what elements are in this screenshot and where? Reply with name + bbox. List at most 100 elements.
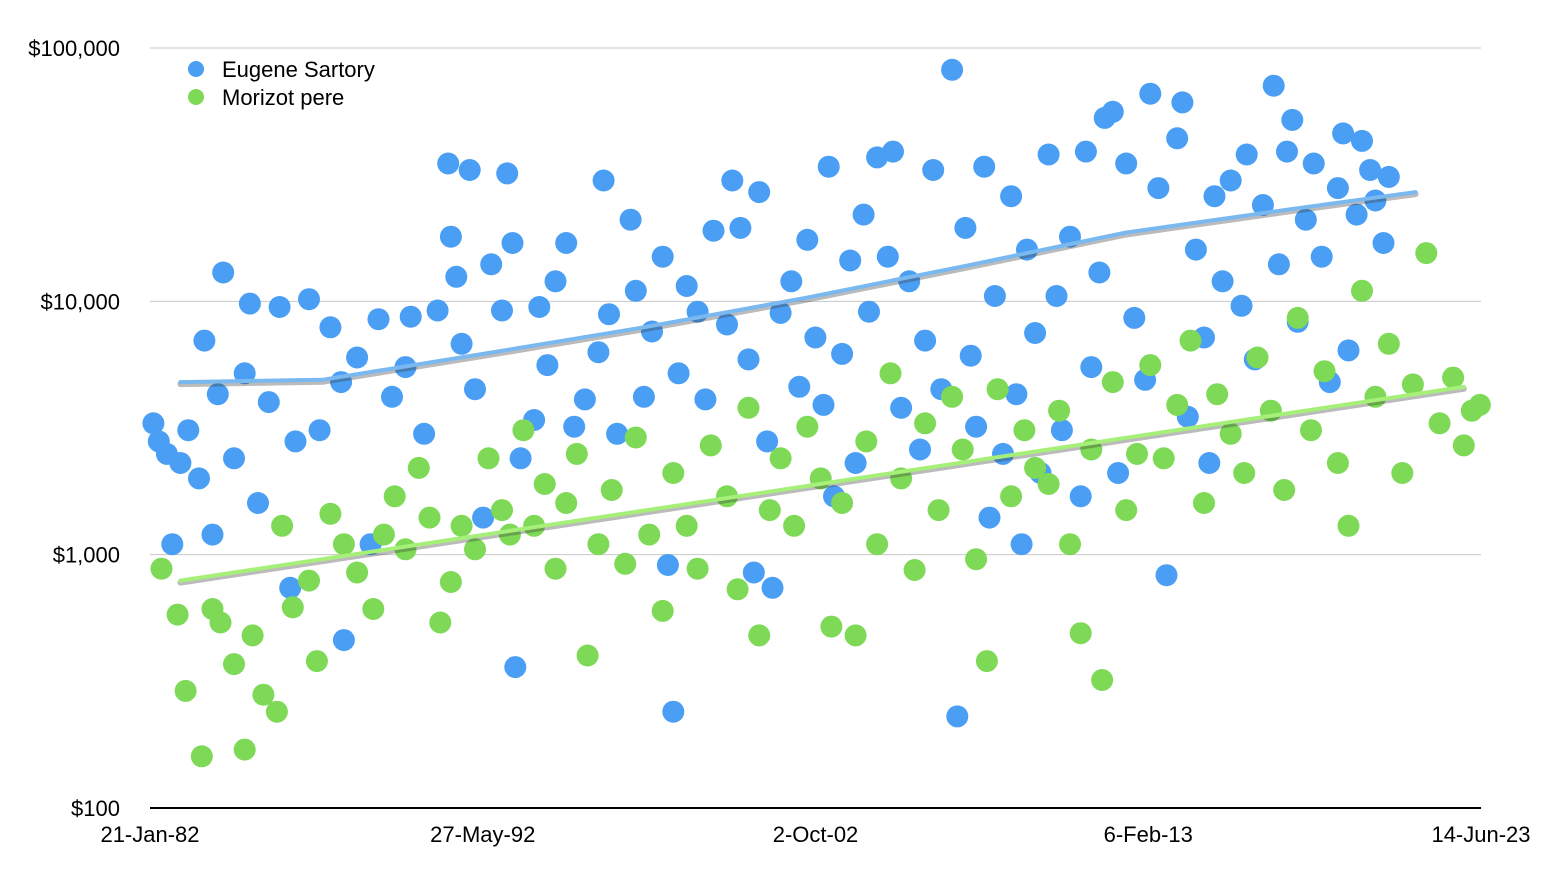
data-point (268, 296, 291, 318)
data-point (587, 341, 610, 364)
data-point (241, 624, 264, 647)
data-point (624, 279, 647, 302)
data-point (528, 296, 551, 318)
data-point (445, 265, 468, 288)
data-point (150, 557, 173, 580)
data-point (1233, 462, 1256, 484)
data-point (1091, 669, 1114, 691)
data-point (844, 452, 867, 474)
data-point (662, 462, 685, 484)
data-point (169, 452, 192, 474)
data-point (831, 492, 854, 514)
data-point (1246, 346, 1269, 369)
data-point (563, 415, 586, 438)
data-point (418, 506, 441, 529)
data-point (1351, 129, 1373, 152)
data-point (699, 434, 722, 457)
y-tick-label: $100,000 (28, 36, 120, 61)
data-point (817, 155, 840, 178)
data-point (1123, 306, 1146, 329)
data-point (1088, 261, 1111, 284)
data-point (319, 502, 342, 525)
data-point (675, 275, 698, 297)
trendline (178, 190, 1418, 385)
data-point (565, 442, 588, 465)
data-point (1115, 499, 1138, 522)
data-point (804, 326, 827, 349)
data-point (769, 301, 792, 324)
data-point (909, 438, 931, 461)
data-point (614, 552, 637, 575)
data-point (1310, 245, 1333, 268)
data-point (1345, 203, 1368, 226)
data-point (941, 58, 964, 81)
data-point (319, 316, 342, 339)
data-point (576, 644, 599, 667)
data-point (780, 270, 803, 293)
data-point (512, 419, 535, 442)
data-point (1000, 485, 1023, 508)
data-point (606, 422, 629, 445)
data-point (1428, 412, 1451, 435)
data-point (1372, 232, 1395, 254)
data-point (651, 245, 674, 268)
data-point (1010, 533, 1033, 556)
data-point (1415, 242, 1438, 265)
data-point (346, 346, 369, 369)
data-point (332, 629, 355, 652)
data-point (656, 554, 679, 576)
data-point (1452, 434, 1475, 457)
data-point (1024, 322, 1047, 344)
data-point (951, 438, 974, 461)
data-point (536, 354, 559, 377)
data-point (675, 514, 698, 537)
data-point (1286, 306, 1309, 329)
data-point (1048, 399, 1071, 422)
data-point (1193, 492, 1215, 514)
data-point (788, 375, 811, 398)
trendlines (177, 190, 1467, 586)
data-point (914, 412, 937, 435)
x-tick-label: 27-May-92 (430, 822, 535, 847)
data-point (383, 485, 406, 508)
data-point (491, 499, 513, 522)
data-point (1166, 127, 1189, 150)
data-point (820, 615, 843, 638)
data-point (1152, 447, 1175, 470)
data-point (1005, 383, 1028, 406)
data-point (206, 383, 229, 406)
data-point (954, 216, 977, 239)
data-point (1198, 452, 1221, 474)
data-point (716, 313, 738, 336)
data-point (1219, 169, 1242, 192)
data-point (142, 412, 165, 435)
data-point (305, 650, 328, 673)
data-point (544, 270, 567, 293)
data-point (978, 506, 1001, 529)
data-point (600, 479, 623, 501)
data-point (1206, 383, 1229, 406)
data-point (1155, 564, 1178, 587)
data-point (544, 557, 567, 580)
data-point (464, 538, 486, 561)
data-point (756, 430, 779, 453)
data-point (1337, 339, 1360, 362)
data-point (491, 299, 513, 322)
data-point (504, 656, 527, 679)
data-point (279, 576, 302, 599)
data-point (1302, 152, 1325, 175)
data-point (426, 299, 449, 322)
data-point (742, 561, 765, 584)
data-point (223, 653, 245, 676)
data-point (737, 396, 760, 419)
data-point (1069, 622, 1092, 645)
data-point (1294, 208, 1317, 231)
data-point (1166, 393, 1189, 416)
data-point (1139, 82, 1162, 105)
data-point (450, 514, 473, 537)
data-point (890, 396, 913, 419)
data-point (1219, 422, 1242, 445)
legend-item-morizot-pere: Morizot pere (188, 85, 344, 110)
data-point (533, 473, 556, 495)
y-tick-label: $1,000 (53, 543, 120, 568)
